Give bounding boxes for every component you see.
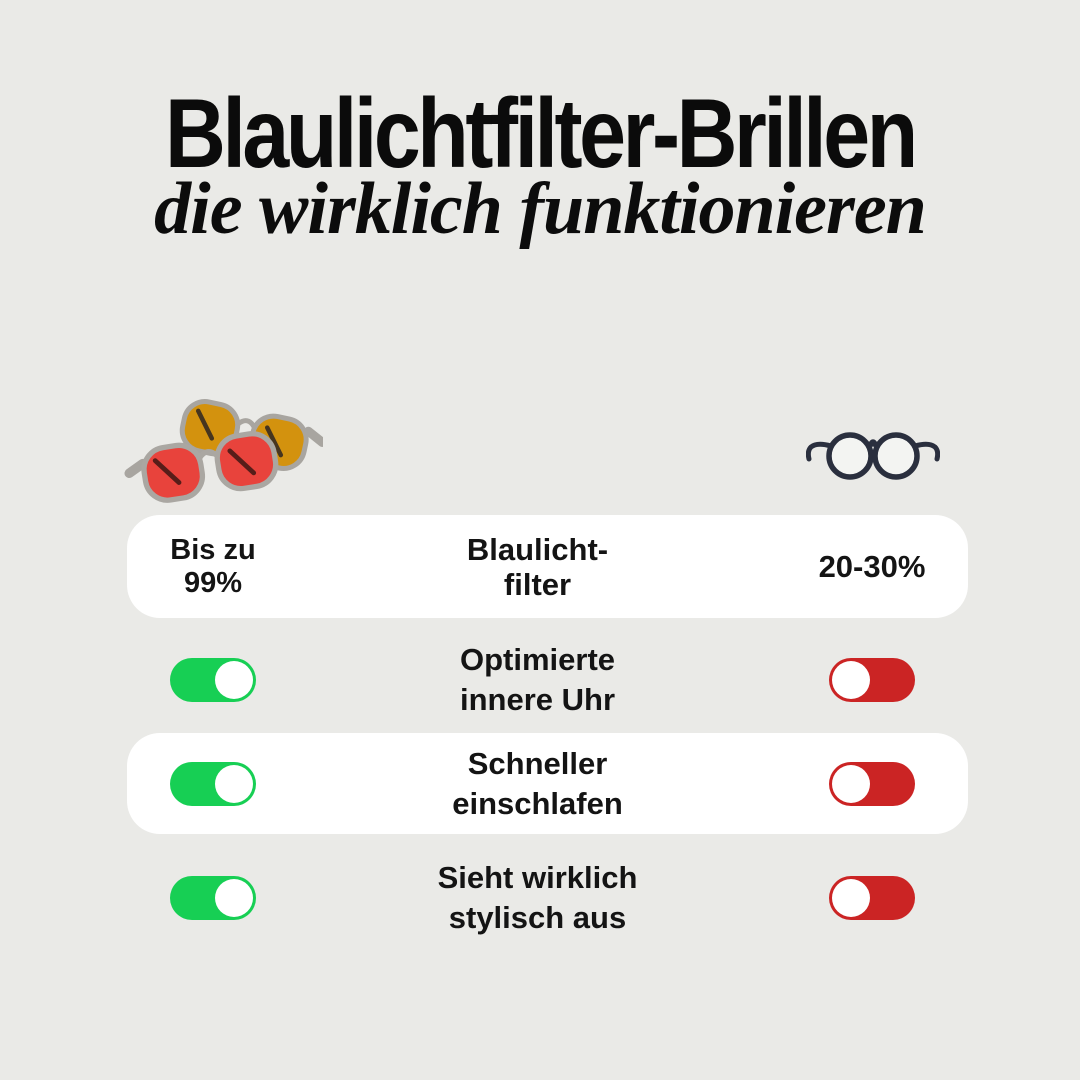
toggle-left-innere-uhr[interactable]	[170, 658, 256, 702]
feature-label-einschlafen: Schneller einschlafen	[299, 744, 776, 824]
feature-row-innere-uhr: Optimierte innere Uhr	[127, 630, 968, 730]
page-title-text: Blaulichtfilter-Brillen	[165, 78, 918, 188]
red-glasses	[124, 431, 279, 503]
feature-line2: innere Uhr	[459, 682, 616, 717]
feature-line1: Schneller	[467, 745, 608, 781]
toggle-right-stylisch[interactable]	[829, 876, 915, 920]
toggle-left-einschlafen[interactable]	[170, 761, 256, 806]
feature-label-innere-uhr: Optimierte innere Uhr	[299, 640, 776, 720]
toggle-right-einschlafen[interactable]	[829, 761, 915, 806]
header-center-label: Blaulicht- filter	[299, 532, 776, 602]
feature-row-stylisch: Sieht wirklich stylisch aus	[127, 850, 968, 946]
tinted-glasses-icon	[124, 399, 323, 503]
feature-line1: Optimierte	[459, 642, 616, 677]
feature-line2: einschlafen	[452, 785, 623, 821]
header-right-value: 20-30%	[776, 549, 968, 585]
header-left-line2: 99%	[183, 566, 243, 599]
feature-row-einschlafen: Schneller einschlafen	[127, 733, 968, 834]
header-right-text: 20-30%	[818, 548, 926, 584]
header-left-line1: Bis zu	[170, 533, 256, 566]
comparison-header-row: Bis zu 99% Blaulicht- filter 20-30%	[127, 515, 968, 618]
toggle-left-stylisch[interactable]	[170, 876, 256, 920]
toggle-knob	[832, 661, 870, 699]
toggle-knob	[832, 764, 870, 803]
feature-line2: stylisch aus	[448, 900, 627, 935]
header-left-value: Bis zu 99%	[127, 534, 299, 600]
toggle-knob	[215, 764, 253, 803]
header-center-line2: filter	[503, 566, 572, 602]
toggle-right-innere-uhr[interactable]	[829, 658, 915, 702]
toggle-knob	[215, 879, 253, 917]
header-center-line1: Blaulicht-	[466, 531, 609, 567]
feature-label-stylisch: Sieht wirklich stylisch aus	[299, 858, 776, 938]
toggle-knob	[832, 879, 870, 917]
page-subtitle: die wirklich funktionieren	[154, 168, 927, 250]
toggle-knob	[215, 661, 253, 699]
clear-glasses-icon	[806, 432, 940, 480]
page-title: Blaulichtfilter-Brillen	[0, 84, 1080, 182]
feature-line1: Sieht wirklich	[437, 860, 638, 895]
